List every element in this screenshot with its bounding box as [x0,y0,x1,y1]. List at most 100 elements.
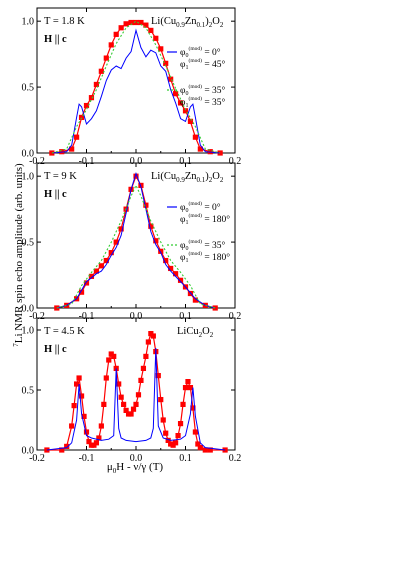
data-point [69,146,75,152]
phi-sup: (mod) [188,238,202,245]
formula-subscript: 2 [220,176,224,184]
temperature-label: T = 4.5 K [44,326,85,337]
data-point [111,353,117,359]
y-axis-title-superscript: 7 [12,343,20,347]
data-point [93,81,99,88]
formula-part: ) [205,16,209,27]
x-tick-label: 0.0 [130,453,143,464]
y-tick-label: 1.0 [22,326,35,337]
field-label: H || c [44,189,67,200]
y-tick-label: 0.0 [22,304,35,315]
formula-subscript: 0.1 [197,21,206,29]
data-point [195,441,201,447]
data-point [86,439,92,445]
x-tick-label: 0.1 [179,453,192,464]
data-point [207,447,213,453]
x-tick-label: 0.2 [229,453,242,464]
data-point [143,202,149,208]
data-point [163,257,169,264]
data-point [108,42,114,48]
data-point [93,440,99,446]
legend-label-b: φ1(mod) = 35° [180,95,226,109]
data-point [138,377,144,383]
data-point [118,25,124,31]
formula-part: O [212,171,220,182]
data-point [88,95,95,101]
phi-sub: 1 [185,258,188,264]
phi-sup: (mod) [188,212,202,219]
data-point [64,443,70,449]
data-point [123,21,129,27]
legend-label-a: φ0(mod) = 0° [180,45,221,59]
phi-rest: = 35° [202,240,226,251]
data-point [190,405,196,411]
data-point [160,417,166,423]
data-point [128,411,134,417]
formula-subscript: 0.9 [176,176,185,184]
data-point [98,263,104,269]
x-axis-title: μ0H - ν/γ (T) [107,461,164,475]
field-label: H || c [44,34,67,45]
phi-sup: (mod) [188,95,202,102]
data-point [130,406,137,412]
data-point [69,423,75,429]
data-point [118,394,124,400]
formula-subscript: 2 [199,331,203,339]
x-tick-label: -0.1 [79,156,95,167]
formula-subscript: 2 [209,21,213,29]
x-tick-label: -0.2 [29,311,45,322]
formula-part: Zn [185,171,197,182]
data-point [81,413,87,419]
data-point [83,102,90,109]
data-point [173,91,179,97]
data-point [143,353,149,359]
data-point [150,333,156,339]
y-tick-label: 1.0 [22,17,35,28]
data-point [76,375,82,381]
phi-sup: (mod) [188,200,202,207]
data-point [192,429,198,435]
data-point [163,60,169,66]
data-point [163,430,169,436]
data-point [103,375,109,381]
panel-top: -0.2 -0.1 0.0 0.1 0.2 0.0 0.5 1.0 T = 1.8 K H || … [22,7,241,167]
legend-label-a: φ0(mod) = 0° [180,200,221,214]
data-point [168,76,174,82]
data-point [98,68,104,74]
data-point [101,401,107,407]
data-point [71,403,77,409]
formula-subscript: 2 [220,21,224,29]
data-point [118,226,124,232]
data-point [192,134,198,140]
formula-part: Li(Cu [151,171,177,182]
data-point [187,118,194,124]
compound-label: Li(Cu0.9Zn0.1)2O2 [151,171,224,184]
y-axis-title-text: Li NMR spin echo amplitude (arb. units) [13,163,25,343]
data-point [98,423,104,429]
phi-sub: 1 [185,65,188,71]
data-point [83,280,90,286]
data-point [83,429,90,435]
data-point [78,114,85,121]
data-point [197,445,203,451]
data-point [175,433,181,439]
phi-sub: 0 [185,91,188,97]
data-point [140,365,147,371]
plot-frame [36,162,236,309]
phi: φ [180,253,186,263]
data-point [153,238,159,244]
data-point [197,146,203,152]
legend-label-a: φ0(mod) = 35° [180,238,226,252]
phi: φ [180,86,186,96]
data-point [158,397,164,403]
y-tick-label: 0.5 [22,238,35,249]
y-tick-label: 0.5 [22,83,35,94]
data-point [148,223,154,229]
data-point [133,173,139,179]
x-tick-label: 0.2 [229,311,242,322]
series-fit-blue [46,347,226,451]
y-tick-label: 0.5 [22,386,35,397]
x-tick-label: -0.2 [29,156,45,167]
data-point [155,373,161,379]
